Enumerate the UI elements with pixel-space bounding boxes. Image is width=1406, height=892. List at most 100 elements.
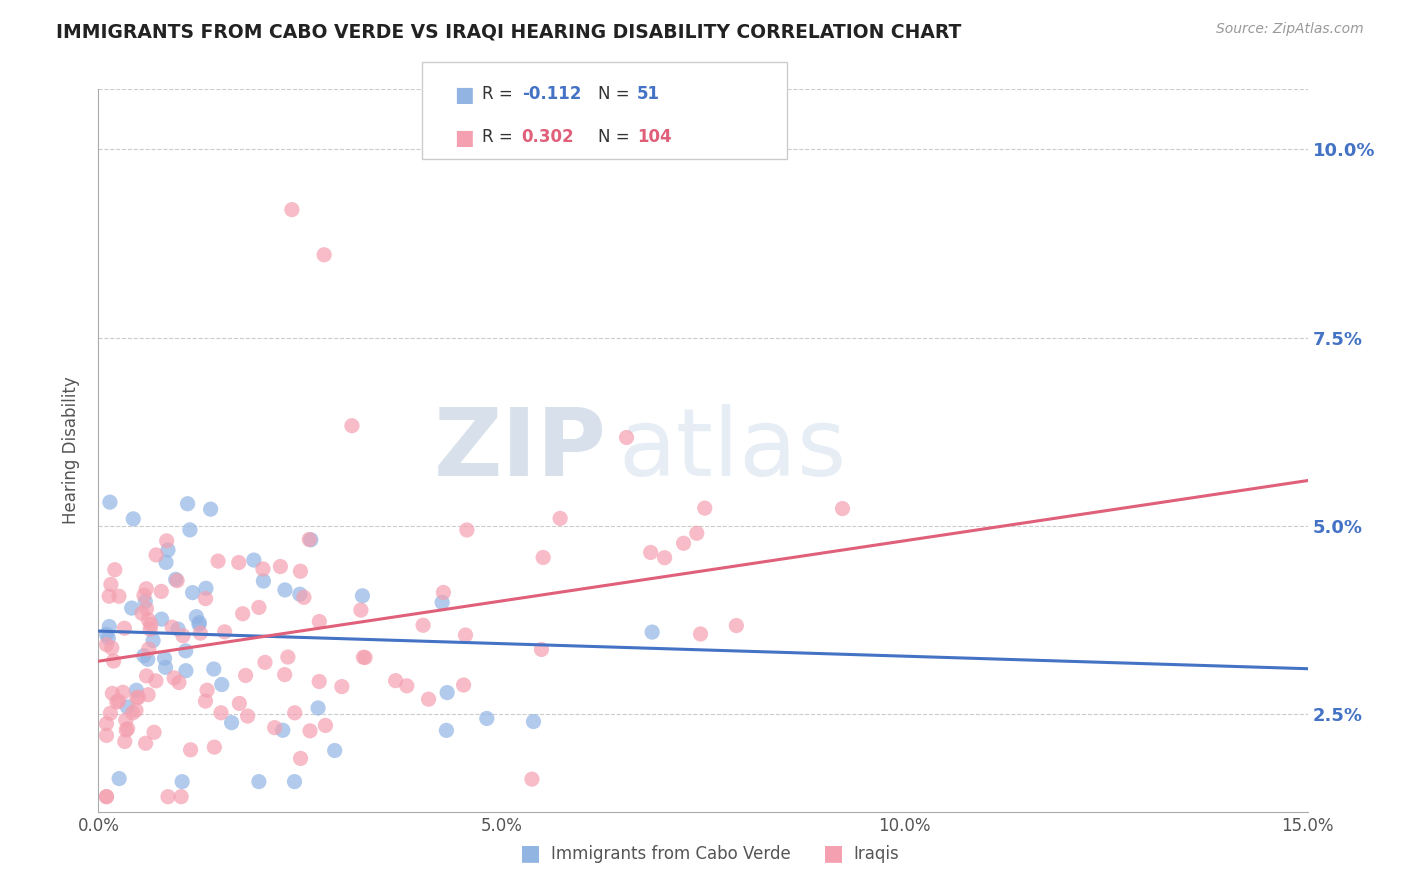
Point <box>232 607 254 621</box>
Point <box>96 638 118 652</box>
Point <box>180 743 202 757</box>
Point <box>308 615 330 629</box>
Point <box>350 603 373 617</box>
Point <box>453 678 475 692</box>
Point <box>243 553 266 567</box>
Point <box>136 688 159 702</box>
Point <box>520 772 543 786</box>
Point <box>640 545 662 559</box>
Point <box>160 620 183 634</box>
Text: IMMIGRANTS FROM CABO VERDE VS IRAQI HEARING DISABILITY CORRELATION CHART: IMMIGRANTS FROM CABO VERDE VS IRAQI HEAR… <box>56 22 962 41</box>
Point <box>641 625 664 640</box>
Point <box>112 621 135 635</box>
Point <box>235 668 257 682</box>
Point <box>418 692 440 706</box>
Point <box>290 564 312 578</box>
Point <box>395 679 418 693</box>
Point <box>314 248 336 262</box>
Point <box>179 523 201 537</box>
Text: ZIP: ZIP <box>433 404 606 497</box>
Point <box>221 715 243 730</box>
Point <box>96 716 118 731</box>
Point <box>194 694 217 708</box>
Point <box>277 650 299 665</box>
Point <box>214 624 236 639</box>
Point <box>96 728 118 742</box>
Point <box>139 622 162 636</box>
Point <box>207 554 229 568</box>
Point <box>298 723 321 738</box>
Point <box>176 497 198 511</box>
Point <box>172 629 194 643</box>
Text: atlas: atlas <box>619 404 846 497</box>
Point <box>330 680 353 694</box>
Text: ■: ■ <box>823 844 844 863</box>
Point <box>298 533 321 547</box>
Point <box>202 740 225 755</box>
Point <box>693 501 716 516</box>
Point <box>98 589 121 603</box>
Point <box>101 640 124 655</box>
Point <box>156 543 179 558</box>
Point <box>308 674 330 689</box>
Point <box>108 589 131 603</box>
Point <box>165 572 187 586</box>
Text: Iraqis: Iraqis <box>853 846 900 863</box>
Point <box>616 430 638 444</box>
Point <box>456 523 478 537</box>
Point <box>108 772 131 786</box>
Text: 0.302: 0.302 <box>522 128 574 145</box>
Point <box>117 699 139 714</box>
Point <box>686 526 709 541</box>
Point <box>263 721 285 735</box>
Point <box>209 706 232 720</box>
Point <box>167 622 190 636</box>
Point <box>290 751 312 765</box>
Point <box>170 789 193 804</box>
Point <box>145 673 167 688</box>
Point <box>314 718 336 732</box>
Point <box>194 591 217 606</box>
Point <box>831 501 853 516</box>
Point <box>156 533 179 548</box>
Point <box>114 734 136 748</box>
Point <box>548 511 571 525</box>
Point <box>352 650 374 665</box>
Point <box>186 609 208 624</box>
Point <box>247 600 270 615</box>
Point <box>98 619 121 633</box>
Text: -0.112: -0.112 <box>522 85 581 103</box>
Point <box>150 612 173 626</box>
Point <box>475 711 498 725</box>
Point <box>114 713 136 727</box>
Point <box>194 582 217 596</box>
Point <box>436 685 458 699</box>
Point <box>127 690 149 705</box>
Point <box>122 512 145 526</box>
Text: ■: ■ <box>520 844 541 863</box>
Point <box>96 789 118 804</box>
Point <box>167 675 190 690</box>
Text: 104: 104 <box>637 128 672 145</box>
Text: N =: N = <box>598 128 634 145</box>
Point <box>432 585 454 599</box>
Point <box>142 633 165 648</box>
Point <box>125 690 148 705</box>
Point <box>132 588 155 602</box>
Point <box>283 774 305 789</box>
Point <box>522 714 544 729</box>
Point <box>111 685 134 699</box>
Text: ■: ■ <box>454 85 474 104</box>
Point <box>143 725 166 739</box>
Point <box>200 502 222 516</box>
Point <box>354 650 377 665</box>
Point <box>135 601 157 615</box>
Point <box>384 673 406 688</box>
Point <box>211 677 233 691</box>
Point <box>340 418 363 433</box>
Point <box>138 613 160 627</box>
Point <box>166 574 188 588</box>
Y-axis label: Hearing Disability: Hearing Disability <box>62 376 80 524</box>
Point <box>181 585 204 599</box>
Point <box>689 627 711 641</box>
